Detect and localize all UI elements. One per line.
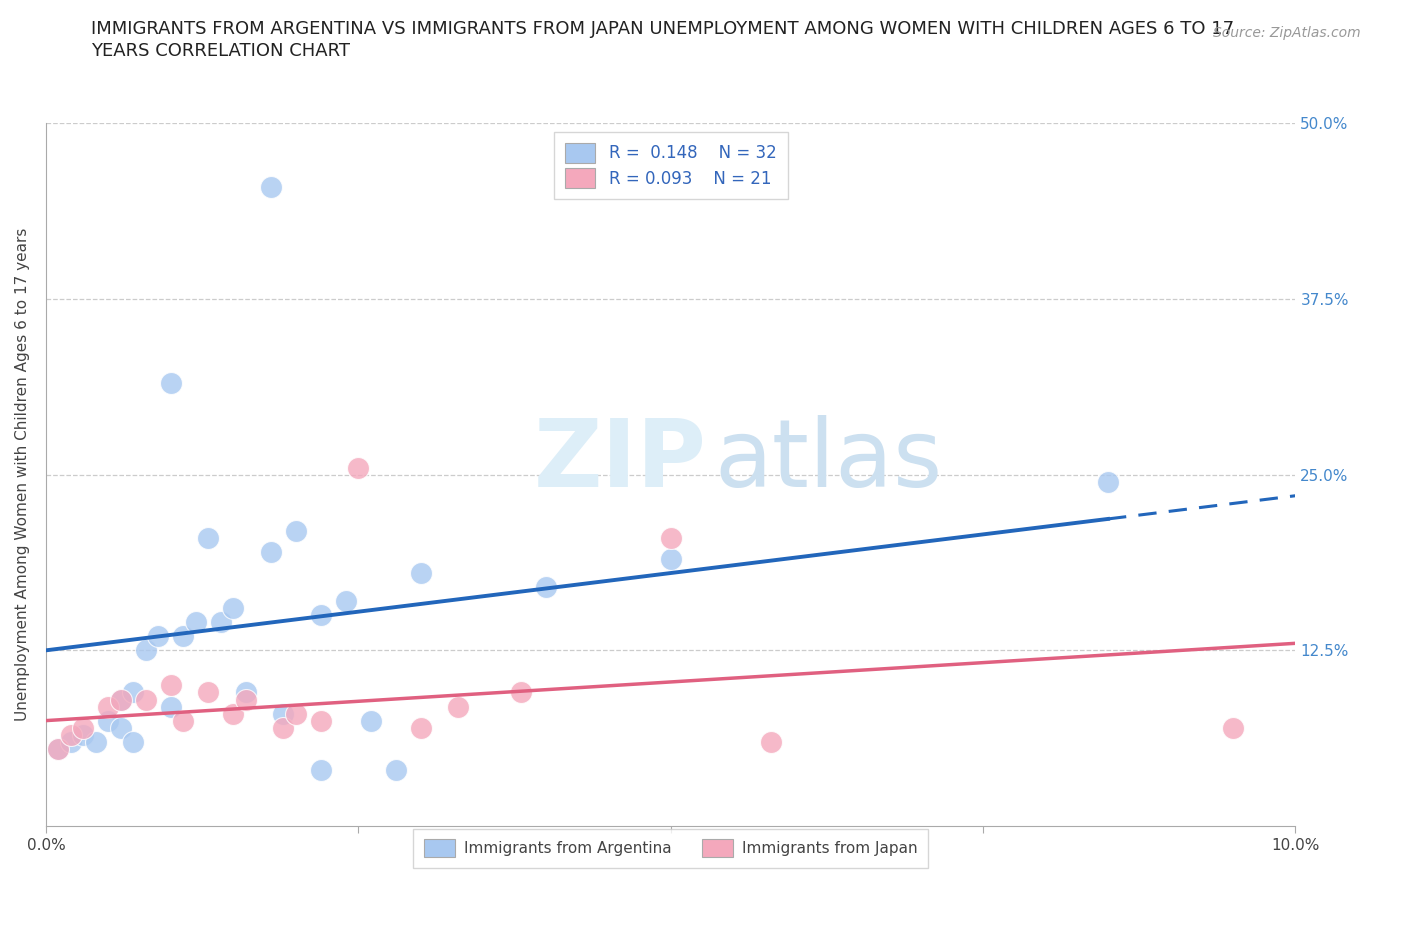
Point bbox=[534, 579, 557, 594]
Point bbox=[509, 685, 531, 700]
Point bbox=[209, 615, 232, 630]
Point bbox=[659, 530, 682, 545]
Point bbox=[273, 706, 295, 721]
Point bbox=[84, 735, 107, 750]
Point bbox=[409, 565, 432, 580]
Point bbox=[447, 699, 470, 714]
Point bbox=[160, 699, 183, 714]
Point bbox=[184, 615, 207, 630]
Point bbox=[409, 720, 432, 735]
Point bbox=[309, 763, 332, 777]
Point bbox=[222, 601, 245, 616]
Text: ZIP: ZIP bbox=[533, 415, 706, 507]
Point bbox=[260, 179, 283, 194]
Point bbox=[260, 544, 283, 559]
Legend: Immigrants from Argentina, Immigrants from Japan: Immigrants from Argentina, Immigrants fr… bbox=[413, 829, 928, 868]
Point bbox=[97, 699, 120, 714]
Point bbox=[110, 692, 132, 707]
Point bbox=[335, 593, 357, 608]
Point bbox=[135, 643, 157, 658]
Point bbox=[347, 460, 370, 475]
Point bbox=[284, 706, 307, 721]
Point bbox=[110, 692, 132, 707]
Point bbox=[135, 692, 157, 707]
Point bbox=[197, 530, 219, 545]
Point bbox=[235, 692, 257, 707]
Point bbox=[309, 713, 332, 728]
Point bbox=[122, 735, 145, 750]
Y-axis label: Unemployment Among Women with Children Ages 6 to 17 years: Unemployment Among Women with Children A… bbox=[15, 228, 30, 722]
Point bbox=[759, 735, 782, 750]
Point bbox=[284, 524, 307, 538]
Point bbox=[48, 741, 70, 756]
Point bbox=[1222, 720, 1244, 735]
Point bbox=[659, 551, 682, 566]
Point bbox=[160, 678, 183, 693]
Point bbox=[48, 741, 70, 756]
Point bbox=[222, 706, 245, 721]
Point bbox=[309, 608, 332, 623]
Text: atlas: atlas bbox=[714, 415, 942, 507]
Point bbox=[160, 376, 183, 391]
Point bbox=[72, 727, 94, 742]
Text: YEARS CORRELATION CHART: YEARS CORRELATION CHART bbox=[91, 42, 350, 60]
Point bbox=[172, 713, 194, 728]
Point bbox=[122, 685, 145, 700]
Point bbox=[72, 720, 94, 735]
Point bbox=[59, 727, 82, 742]
Point bbox=[1097, 474, 1119, 489]
Point bbox=[273, 720, 295, 735]
Point bbox=[385, 763, 408, 777]
Point bbox=[59, 735, 82, 750]
Point bbox=[97, 713, 120, 728]
Point bbox=[110, 720, 132, 735]
Point bbox=[235, 685, 257, 700]
Point bbox=[148, 629, 170, 644]
Point bbox=[360, 713, 382, 728]
Text: Source: ZipAtlas.com: Source: ZipAtlas.com bbox=[1213, 26, 1361, 40]
Point bbox=[172, 629, 194, 644]
Text: IMMIGRANTS FROM ARGENTINA VS IMMIGRANTS FROM JAPAN UNEMPLOYMENT AMONG WOMEN WITH: IMMIGRANTS FROM ARGENTINA VS IMMIGRANTS … bbox=[91, 20, 1234, 38]
Point bbox=[197, 685, 219, 700]
